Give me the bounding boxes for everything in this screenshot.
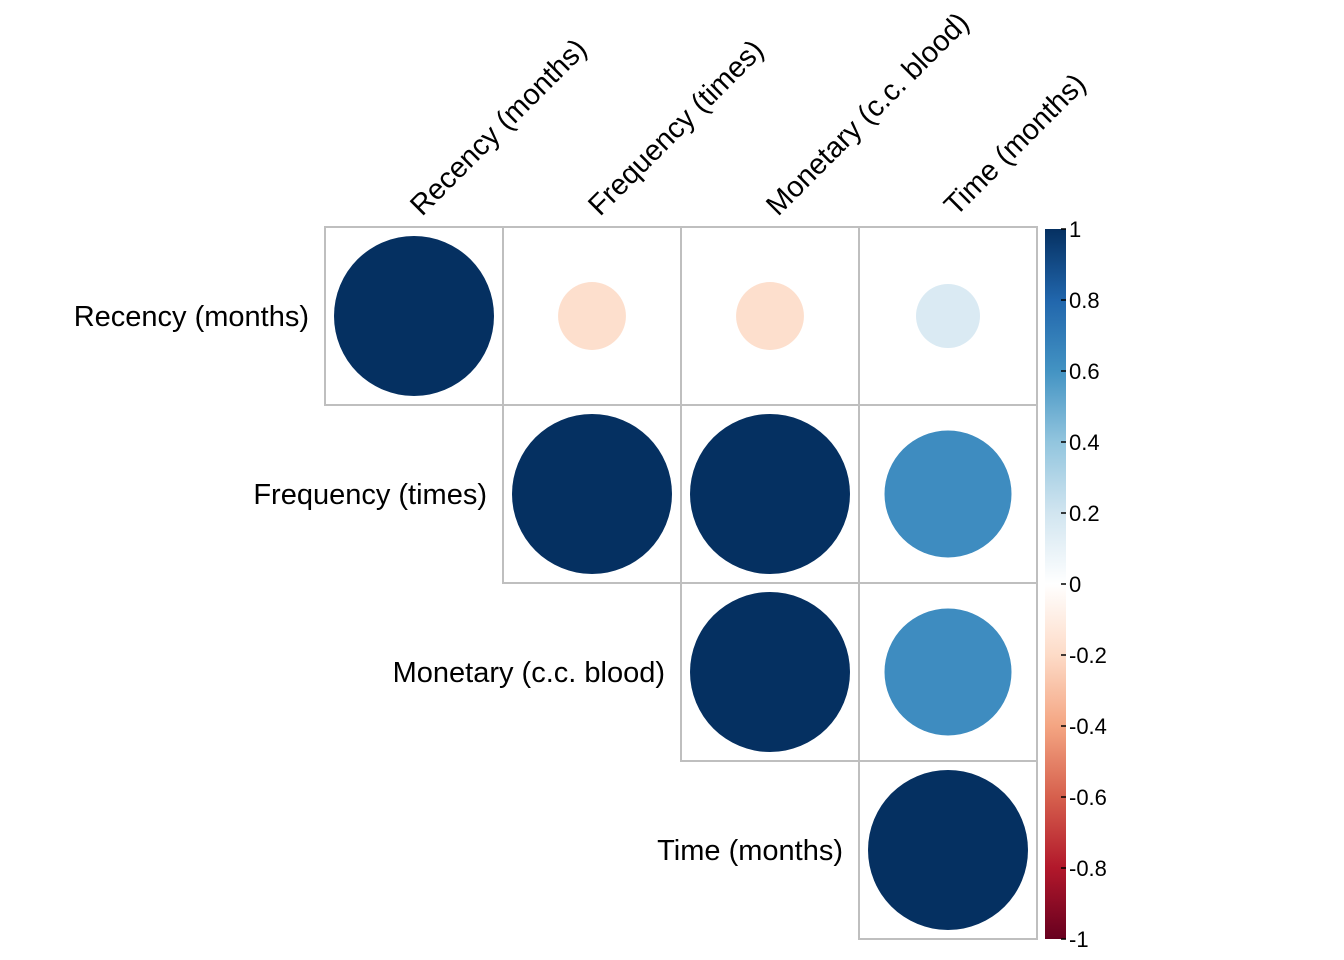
correlation-circle — [916, 284, 980, 348]
row-labels: Recency (months) Frequency (times) Monetar… — [74, 301, 843, 867]
colorbar-tick-label: -0.6 — [1069, 785, 1107, 810]
column-label: Monetary (c.c. blood) — [760, 7, 975, 222]
correlation-circle — [690, 592, 850, 752]
correlation-circle — [690, 414, 850, 574]
correlation-circle — [334, 236, 494, 396]
correlation-circles — [334, 236, 1028, 930]
colorbar-tick-label: -0.8 — [1069, 856, 1107, 881]
colorbar-tick-label: 0.6 — [1069, 359, 1100, 384]
column-label: Recency (months) — [404, 33, 593, 222]
colorbar-tick-label: 0.2 — [1069, 501, 1100, 526]
correlation-circle — [558, 282, 626, 350]
colorbar-tick-label: 1 — [1069, 217, 1081, 242]
column-labels: Recency (months)Frequency (times)Monetar… — [404, 7, 1092, 222]
colorbar-tick-label: -1 — [1069, 927, 1089, 952]
colorbar: 1 0.8 0.6 0.4 0.2 0 -0.2 -0.4 -0.6 -0.8 -1 — [1045, 217, 1107, 952]
column-label: Time (months) — [938, 68, 1092, 222]
colorbar-tick-label: -0.2 — [1069, 643, 1107, 668]
row-label: Time (months) — [657, 835, 843, 867]
correlation-circle — [884, 608, 1012, 736]
row-label: Recency (months) — [74, 301, 309, 333]
row-label: Monetary (c.c. blood) — [393, 657, 665, 689]
correlation-circle — [512, 414, 672, 574]
correlation-circle — [736, 282, 804, 350]
correlation-circle — [868, 770, 1028, 930]
colorbar-tick-label: 0 — [1069, 572, 1081, 597]
column-label: Frequency (times) — [582, 34, 770, 222]
correlation-circle — [884, 430, 1012, 558]
row-label: Frequency (times) — [253, 479, 487, 511]
colorbar-gradient — [1045, 229, 1066, 939]
colorbar-tick-label: 0.4 — [1069, 430, 1100, 455]
colorbar-tick-label: 0.8 — [1069, 288, 1100, 313]
colorbar-tick-label: -0.4 — [1069, 714, 1107, 739]
